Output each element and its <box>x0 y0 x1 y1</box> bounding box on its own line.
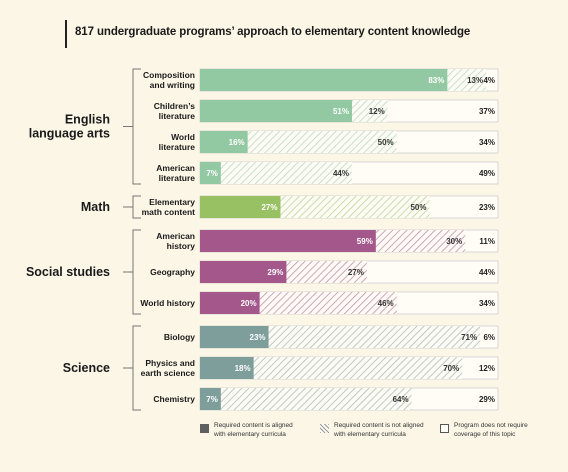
group-bracket <box>132 68 141 185</box>
value-label-not-required: 4% <box>483 76 495 85</box>
value-label-not-required: 37% <box>479 107 495 116</box>
value-label-not-required: 34% <box>479 138 495 147</box>
group-label: Math <box>81 200 110 214</box>
bar-row-0-3-solid <box>200 162 221 184</box>
value-label-aligned: 23% <box>250 333 266 342</box>
category-label: Chemistry <box>153 394 195 404</box>
value-label-aligned: 7% <box>206 395 218 404</box>
category-label: World literature <box>159 132 196 152</box>
legend-label: Program does not require coverage of this… <box>454 422 528 438</box>
group-label: English language arts <box>29 113 110 141</box>
value-label-aligned: 7% <box>206 169 218 178</box>
value-label-not-required: 49% <box>479 169 495 178</box>
value-label-aligned: 16% <box>229 138 245 147</box>
legend-swatch-empty <box>440 424 449 433</box>
bar-row-0-0-solid <box>200 69 448 91</box>
group-brackets <box>123 68 141 411</box>
title-bar: 817 undergraduate programs’ approach to … <box>65 20 555 48</box>
bar-row-0-0-hatched <box>447 69 487 91</box>
category-label: Children’s literature <box>154 101 196 121</box>
bars-layer <box>199 68 499 411</box>
value-label-not-required: 23% <box>479 203 495 212</box>
bar-row-3-2-hatched <box>220 388 412 410</box>
group-bracket <box>132 195 141 219</box>
category-label: Composition and writing <box>143 70 195 90</box>
bar-row-0-2-solid <box>200 131 248 153</box>
value-label-not-aligned: 12% <box>369 107 385 116</box>
value-label-not-required: 11% <box>479 237 495 246</box>
value-label-not-aligned: 71% <box>461 333 477 342</box>
value-label-not-aligned: 50% <box>378 138 394 147</box>
value-label-not-required: 6% <box>483 333 495 342</box>
bar-row-2-0-solid <box>200 230 376 252</box>
legend-label: Required content is not aligned with elem… <box>334 422 424 438</box>
category-label: World history <box>140 298 195 308</box>
bar-row-0-1-hatched <box>351 100 388 122</box>
group-label: Social studies <box>26 265 110 279</box>
value-label-aligned: 29% <box>267 268 283 277</box>
category-label: Physics and earth science <box>141 358 196 378</box>
value-label-aligned: 59% <box>357 237 373 246</box>
labels-layer: 83% 13% 4% Composition and writing 51% 12% 37% C… <box>26 70 495 404</box>
chart-title: 817 undergraduate programs’ approach to … <box>75 26 471 38</box>
value-label-not-aligned: 50% <box>410 203 426 212</box>
bar-row-3-1-solid <box>200 357 254 379</box>
bar-row-1-0-solid <box>200 196 281 218</box>
bar-row-0-2-hatched <box>247 131 397 153</box>
value-label-not-required: 12% <box>479 364 495 373</box>
value-label-aligned: 51% <box>333 107 349 116</box>
bar-row-3-2-solid <box>200 388 221 410</box>
bar-row-2-1-hatched <box>286 261 367 283</box>
category-label: American literature <box>156 163 195 183</box>
legend-swatch-solid <box>200 424 209 433</box>
value-label-not-aligned: 46% <box>378 299 394 308</box>
value-label-not-required: 29% <box>479 395 495 404</box>
legend-swatch-hatched <box>320 424 329 433</box>
value-label-not-aligned: 70% <box>443 364 459 373</box>
category-label: American history <box>156 231 195 251</box>
bar-row-3-0-solid <box>200 326 269 348</box>
bar-row-0-1-solid <box>200 100 352 122</box>
value-label-not-aligned: 13% <box>467 76 483 85</box>
bar-row-3-1-hatched <box>253 357 463 379</box>
legend: Required content is aligned with elementa… <box>200 422 560 452</box>
category-label: Geography <box>150 267 195 277</box>
bar-row-2-1-solid <box>200 261 287 283</box>
bar-row-3-0-hatched <box>268 326 481 348</box>
bar-row-2-2-hatched <box>259 292 397 314</box>
value-label-not-aligned: 64% <box>393 395 409 404</box>
value-label-not-required: 44% <box>479 268 495 277</box>
bar-row-1-0-hatched <box>280 196 430 218</box>
value-label-not-aligned: 30% <box>446 237 462 246</box>
bar-row-0-3-hatched <box>220 162 352 184</box>
legend-label: Required content is aligned with elementa… <box>214 422 293 438</box>
bar-row-2-0-hatched <box>375 230 466 252</box>
value-label-not-required: 34% <box>479 299 495 308</box>
value-label-aligned: 18% <box>235 364 251 373</box>
category-label: Biology <box>164 332 195 342</box>
bar-row-2-2-solid <box>200 292 260 314</box>
category-label: Elementary math content <box>142 197 196 217</box>
value-label-not-aligned: 44% <box>333 169 349 178</box>
value-label-aligned: 20% <box>241 299 257 308</box>
value-label-aligned: 27% <box>261 203 277 212</box>
group-label: Science <box>63 361 110 375</box>
value-label-not-aligned: 27% <box>348 268 364 277</box>
value-label-aligned: 83% <box>428 76 444 85</box>
